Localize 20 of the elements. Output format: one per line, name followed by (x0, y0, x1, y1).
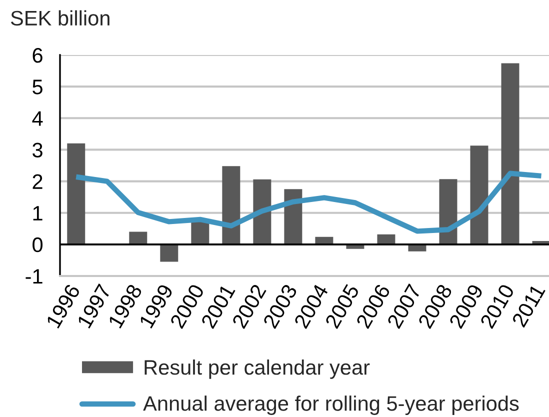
y-tick-label: 3 (32, 142, 42, 158)
legend-label: Result per calendar year (144, 359, 370, 379)
bar (191, 222, 210, 244)
y-tick-label: 5 (32, 80, 42, 94)
bar (129, 232, 148, 244)
bar (439, 179, 458, 244)
y-tick-label: -1 (26, 269, 42, 284)
bar (160, 244, 178, 262)
bar (67, 143, 86, 244)
bar (222, 166, 240, 244)
y-tick-label: 6 (32, 48, 42, 63)
legend-label: Annual average for rolling 5-year periods (143, 396, 519, 415)
y-tick-label: 4 (32, 111, 43, 126)
bar (470, 146, 488, 244)
bar (501, 63, 520, 244)
y-axis-title: SEK billion (10, 10, 110, 26)
y-tick-label: 1 (33, 206, 42, 220)
y-tick-label: 0 (32, 237, 43, 252)
bar (253, 179, 272, 244)
y-tick-label: 2 (32, 174, 42, 189)
